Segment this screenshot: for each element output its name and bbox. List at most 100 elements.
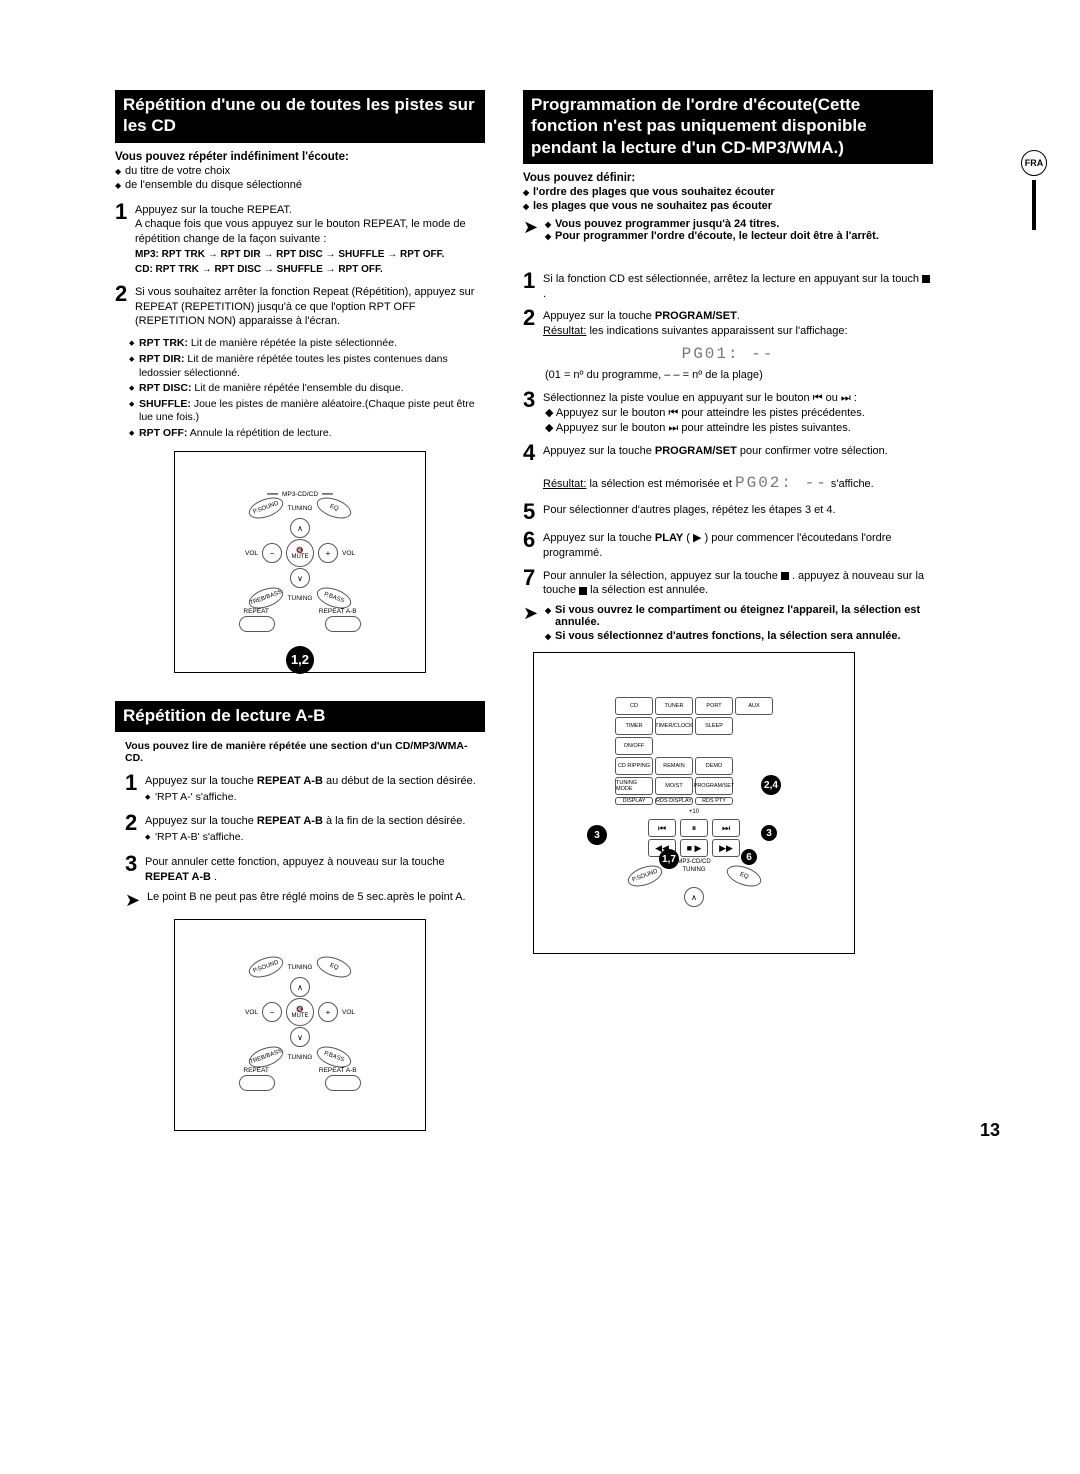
section-title-repeat-ab: Répétition de lecture A-B: [115, 701, 485, 732]
program-step: 1Si la fonction CD est sélectionnée, arr…: [523, 270, 933, 302]
note-arrow-icon: ➤: [523, 604, 545, 622]
step-text: Appuyez sur la touche PLAY ( ▶ ) pour co…: [543, 529, 933, 561]
remote-grid-button: CD RIPPING: [615, 757, 653, 775]
up-button: ∧: [290, 518, 310, 538]
display-pg01: PG01: --: [682, 345, 775, 363]
step-text: Sélectionnez la piste voulue en appuyant…: [543, 389, 865, 436]
label-vol-minus: VOL: [245, 550, 258, 557]
bullet-title-choice: du titre de votre choix: [115, 165, 485, 177]
label-plus10: +10: [615, 809, 773, 815]
ab-step: 1Appuyez sur la touche REPEAT A-B au déb…: [125, 772, 485, 806]
remote-diagram-3: CDTUNERPORTAUXTIMERTIMER/CLOCKSLEEPON/OF…: [533, 652, 855, 954]
remote-grid-button: PROGRAM/SET: [695, 777, 733, 795]
callout-2-4: 2,4: [761, 775, 781, 795]
vol-down-button: −: [262, 1002, 282, 1022]
remote-grid-button: RDS DISPLAY: [655, 797, 693, 805]
section-title-repeat-tracks: Répétition d'une ou de toutes les pistes…: [115, 90, 485, 143]
program-step: 6Appuyez sur la touche PLAY ( ▶ ) pour c…: [523, 529, 933, 561]
ab-note-text: Le point B ne peut pas être réglé moins …: [147, 891, 466, 903]
label-vol-plus: VOL: [342, 1009, 355, 1016]
remote-grid-button: ON/OFF: [615, 737, 653, 755]
step-2: 2 Si vous souhaitez arrêter la fonction …: [115, 283, 485, 330]
remote-pad: ━━━MP3-CD/CD━━━ P.SOUND TUNING EQ ∧ VOL …: [215, 490, 385, 633]
page-number: 13: [980, 1120, 1000, 1141]
remote-grid-button: MO/ST: [655, 777, 693, 795]
program-steps-1: 1Si la fonction CD est sélectionnée, arr…: [523, 270, 933, 339]
ab-step: 2Appuyez sur la touche REPEAT A-B à la f…: [125, 812, 485, 846]
mute-button: 🔇MUTE: [286, 998, 314, 1026]
mute-button: 🔇MUTE: [286, 539, 314, 567]
remote-grid-button: TIMER/CLOCK: [655, 717, 693, 735]
repeat-ab-button: [325, 616, 361, 632]
program-step: 5Pour sélectionner d'autres plages, répé…: [523, 501, 933, 523]
label-vol-plus: VOL: [342, 550, 355, 557]
repeat-mode-item: RPT OFF: Annule la répétition de lecture…: [129, 427, 485, 441]
repeat-lead-text: Vous pouvez répéter indéfiniment l'écout…: [115, 151, 485, 163]
left-column: Répétition d'une ou de toutes les pistes…: [115, 90, 485, 1141]
manual-page: FRA Répétition d'une ou de toutes les pi…: [0, 0, 1080, 1181]
remote-grid-button: TUNING MODE: [615, 777, 653, 795]
remote-grid-button: REMAIN: [655, 757, 693, 775]
step-number: 3: [523, 389, 543, 411]
step-number: 2: [523, 307, 543, 329]
program-index-note: (01 = nº du programme, – – = nº de la pl…: [545, 369, 933, 381]
step-number: 7: [523, 567, 543, 589]
final-note-2: Si vous sélectionnez d'autres fonctions,…: [545, 630, 933, 642]
repeat-button: [239, 1075, 275, 1091]
ab-step: 3Pour annuler cette fonction, appuyez à …: [125, 853, 485, 885]
arrow-note-content: Vous pouvez programmer jusqu'à 24 titres…: [545, 218, 879, 242]
final-notes-content: Si vous ouvrez le compartiment ou éteign…: [545, 604, 933, 642]
repeat-mode-item: SHUFFLE: Joue les pistes de manière aléa…: [129, 398, 485, 425]
side-bar-mark: [1032, 180, 1036, 230]
remote-grid-button: CD: [615, 697, 653, 715]
remote-diagram-1: ━━━MP3-CD/CD━━━ P.SOUND TUNING EQ ∧ VOL …: [174, 451, 426, 673]
repeat-mode-item: RPT DIR: Lit de manière répétée toutes l…: [129, 353, 485, 380]
label-repeat: REPEAT: [243, 608, 269, 615]
ab-sub: 'RPT A-B' s'affiche.: [145, 831, 465, 845]
vol-up-button: +: [318, 543, 338, 563]
step-number: 1: [523, 270, 543, 292]
stop-play-button: ■ ▶: [680, 839, 708, 857]
ab-note: ➤ Le point B ne peut pas être réglé moin…: [125, 891, 485, 909]
final-note-1: Si vous ouvrez le compartiment ou éteign…: [545, 604, 933, 628]
repeat-mode-item: RPT TRK: Lit de manière répétée la piste…: [129, 337, 485, 351]
step-number: 1: [115, 201, 135, 223]
step-text: Appuyez sur la touche PROGRAM/SET pour c…: [543, 442, 888, 495]
remote-grid-button: DISPLAY: [615, 797, 653, 805]
label-mp3cd: MP3-CD/CD: [282, 491, 318, 498]
ab-steps-list: 1Appuyez sur la touche REPEAT A-B au déb…: [115, 772, 485, 885]
next-track-button: ⏭: [712, 819, 740, 837]
program-step: 2Appuyez sur la touche PROGRAM/SET.Résul…: [523, 307, 933, 339]
label-tuning: TUNING: [288, 964, 313, 971]
note-arrow-icon: ➤: [523, 218, 545, 236]
down-button: ∨: [290, 1027, 310, 1047]
prev-track-button: ⏮: [648, 819, 676, 837]
final-notes: ➤ Si vous ouvrez le compartiment ou étei…: [523, 604, 933, 642]
step-number: 3: [125, 853, 145, 875]
step-bold-line-2: CD: RPT TRK → RPT DISC → SHUFFLE → RPT O…: [135, 264, 383, 275]
up-button: ∧: [684, 887, 704, 907]
step-number: 2: [115, 283, 135, 305]
vol-up-button: +: [318, 1002, 338, 1022]
remote3-inner: CDTUNERPORTAUXTIMERTIMER/CLOCKSLEEPON/OF…: [615, 697, 773, 909]
program-step: 3Sélectionnez la piste voulue en appuyan…: [523, 389, 933, 436]
program-steps-2: 3Sélectionnez la piste voulue en appuyan…: [523, 389, 933, 598]
remote-grid-button: DEMO: [695, 757, 733, 775]
label-repeat: REPEAT: [243, 1067, 269, 1074]
right-column: Programmation de l'ordre d'écoute(Cette …: [523, 90, 933, 1141]
step-1: 1 Appuyez sur la touche REPEAT. A chaque…: [115, 201, 485, 277]
arrow-notes: ➤ Vous pouvez programmer jusqu'à 24 titr…: [523, 218, 933, 242]
step-text: Appuyez sur la touche REPEAT. A chaque f…: [135, 201, 485, 277]
callout-12: 1,2: [286, 646, 314, 674]
label-tuning-2: TUNING: [288, 1054, 313, 1061]
step-number: 4: [523, 442, 543, 464]
repeat-mode-definitions: RPT TRK: Lit de manière répétée la piste…: [115, 337, 485, 440]
vol-down-button: −: [262, 543, 282, 563]
remote-diagram-2: P.SOUND TUNING EQ ∧ VOL − 🔇MUTE + VOL ∨: [174, 919, 426, 1131]
language-badge: FRA: [1020, 150, 1048, 230]
note-arrow-icon: ➤: [125, 891, 147, 909]
step-text: Appuyez sur la touche REPEAT A-B à la fi…: [145, 812, 465, 846]
step-text: Pour sélectionner d'autres plages, répét…: [543, 501, 836, 518]
label-tuning-2: TUNING: [288, 595, 313, 602]
step-bold-line-1: MP3: RPT TRK → RPT DIR → RPT DISC → SHUF…: [135, 249, 444, 260]
